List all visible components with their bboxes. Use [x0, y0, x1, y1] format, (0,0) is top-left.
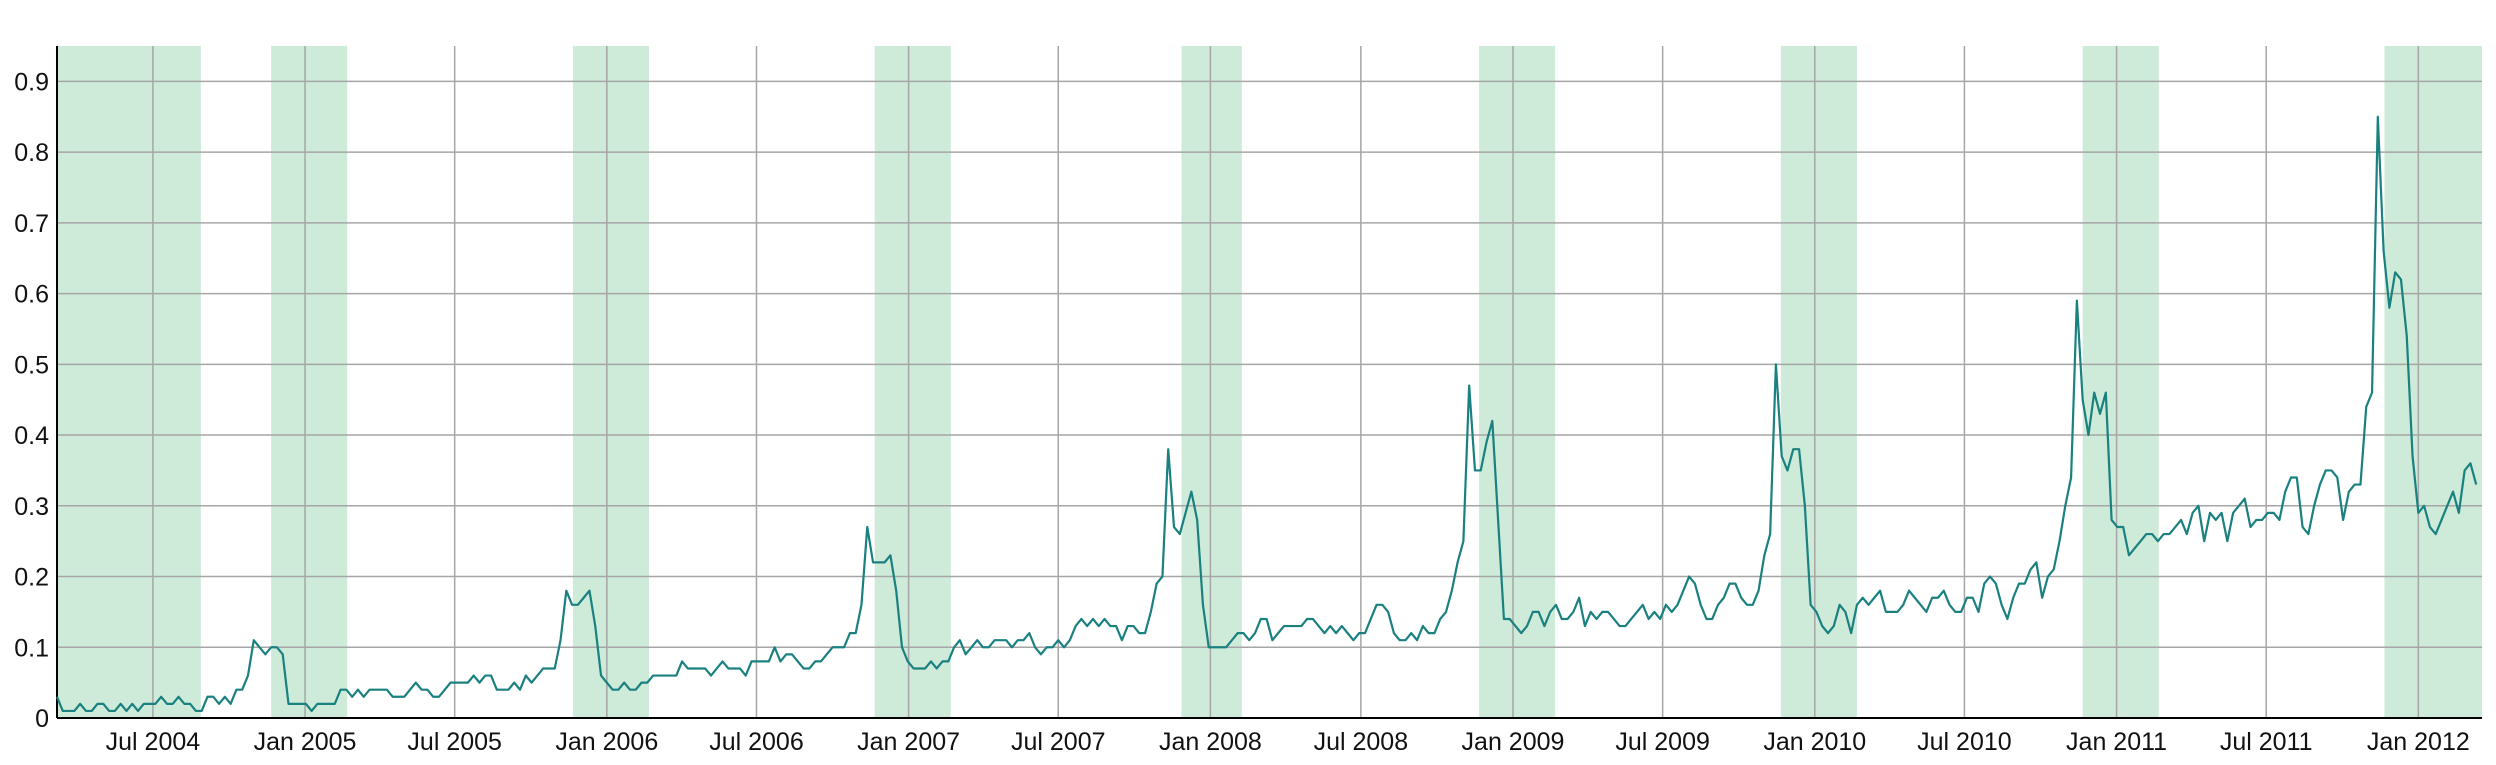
y-tick-label: 0.8 — [14, 139, 49, 167]
shaded-period-2 — [271, 46, 348, 718]
x-tick-label: Jan 2009 — [1462, 728, 1565, 756]
shaded-period-8 — [2082, 46, 2159, 718]
shaded-period-4 — [874, 46, 951, 718]
y-tick-label: 0.4 — [14, 422, 49, 450]
y-tick-label: 0.9 — [14, 68, 49, 96]
shaded-period-1 — [57, 46, 201, 718]
x-tick-label: Jan 2012 — [2367, 728, 2470, 756]
x-tick-label: Jul 2011 — [2220, 728, 2313, 756]
x-tick-label: Jan 2007 — [857, 728, 960, 756]
gridlines — [57, 46, 2482, 718]
series-line — [55, 115, 2478, 713]
x-tick-label: Jul 2004 — [106, 728, 201, 756]
series-line-group — [55, 115, 2478, 713]
x-tick-label: Jan 2010 — [1763, 728, 1866, 756]
x-tick-label: Jan 2006 — [555, 728, 658, 756]
x-tick-label: Jul 2007 — [1011, 728, 1106, 756]
y-tick-label: 0.1 — [14, 634, 49, 662]
x-tick-label: Jan 2008 — [1159, 728, 1262, 756]
y-tick-label: 0.5 — [14, 351, 49, 379]
y-tick-label: 0.3 — [14, 493, 49, 521]
x-tick-label: Jan 2005 — [254, 728, 357, 756]
y-tick-label: 0.6 — [14, 281, 49, 309]
shaded-period-9 — [2384, 46, 2482, 718]
y-tick-label: 0.2 — [14, 564, 49, 592]
shaded-period-6 — [1479, 46, 1556, 718]
shaded-periods — [57, 46, 2482, 718]
x-tick-label: Jul 2006 — [709, 728, 804, 756]
y-tick-label: 0.7 — [14, 210, 49, 238]
x-tick-label: Jul 2008 — [1314, 728, 1409, 756]
axes — [56, 46, 2482, 719]
x-tick-label: Jul 2005 — [407, 728, 502, 756]
tick-labels: 0 0.1 0.2 0.3 0.4 0.5 0.6 0.7 0.8 0.9 Jul 2004 Jan … — [14, 68, 2470, 756]
shaded-period-5 — [1181, 46, 1242, 718]
x-tick-label: Jul 2010 — [1917, 728, 2012, 756]
x-tick-label: Jul 2009 — [1615, 728, 1710, 756]
shaded-period-7 — [1780, 46, 1857, 718]
x-tick-label: Jan 2011 — [2066, 728, 2167, 756]
shaded-period-3 — [572, 46, 649, 718]
y-tick-label: 0 — [35, 705, 49, 733]
